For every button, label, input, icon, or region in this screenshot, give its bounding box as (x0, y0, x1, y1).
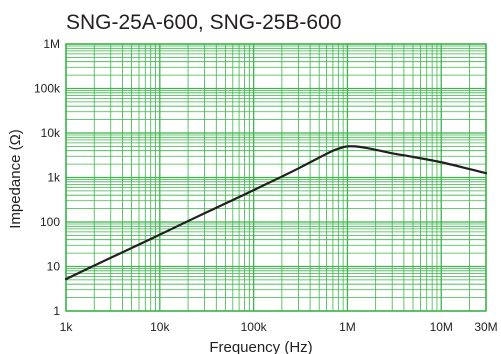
x-axis-label: Frequency (Hz) (209, 339, 312, 354)
y-tick-label: 1k (47, 171, 61, 185)
grid (65, 43, 487, 312)
x-tick-label: 100k (241, 320, 268, 334)
plot-frame (65, 43, 487, 312)
series-layer (64, 145, 488, 281)
x-tick-label: 1M (339, 320, 356, 334)
x-tick-label: 30M (474, 320, 497, 334)
y-tick-label: 100 (40, 215, 60, 229)
y-tick-label: 1 (53, 304, 60, 318)
chart-title: SNG-25A-600, SNG-25B-600 (66, 11, 341, 34)
y-tick-label: 100k (34, 82, 61, 96)
y-tick-label: 10k (41, 126, 61, 140)
y-axis-label: Impedance (Ω) (7, 129, 24, 229)
y-tick-label: 10 (47, 260, 61, 274)
y-tick-label: 1M (43, 37, 60, 51)
impedance-curve (64, 145, 488, 281)
x-tick-label: 10k (150, 320, 170, 334)
x-tick-label: 1k (60, 320, 74, 334)
x-tick-label: 10M (430, 320, 453, 334)
tick-labels: 1k 10k 100k 1M 10M 30M 1 10 100 1k 10k 100k 1M (34, 37, 498, 334)
